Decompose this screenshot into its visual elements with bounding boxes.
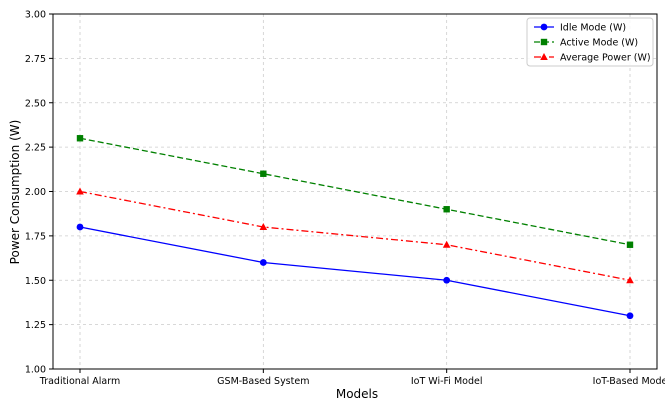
data-point xyxy=(260,170,267,177)
legend: Idle Mode (W) Active Mode (W) Average Powe… xyxy=(526,17,654,67)
data-point xyxy=(626,276,634,284)
series-line xyxy=(79,137,631,246)
data-point xyxy=(259,259,267,266)
y-axis-label: Power Consumption (W) xyxy=(8,120,22,265)
data-point xyxy=(76,187,84,195)
y-tick-label: 2.50 xyxy=(25,98,46,109)
legend-label: Active Mode (W) xyxy=(560,38,638,49)
y-tick-label: 2.00 xyxy=(25,187,46,198)
legend-item: Active Mode (W) xyxy=(534,38,638,49)
legend-label: Average Power (W) xyxy=(560,53,651,64)
series-1 xyxy=(76,135,634,248)
x-tick-label: Traditional Alarm xyxy=(39,376,120,387)
data-point xyxy=(626,312,634,320)
x-tick-label: IoT Wi-Fi Model xyxy=(411,376,483,387)
data-point xyxy=(442,240,451,248)
series-0 xyxy=(76,223,634,320)
plot-frame xyxy=(52,13,658,370)
y-tick-label: 1.50 xyxy=(25,276,46,287)
data-point xyxy=(259,223,268,230)
y-tick-label: 2.25 xyxy=(25,143,46,154)
legend-item: Average Power (W) xyxy=(534,53,651,64)
x-tick-label: GSM-Based System xyxy=(217,376,309,387)
y-tick-label: 3.00 xyxy=(25,10,46,21)
legend-marker xyxy=(540,38,548,46)
series-group xyxy=(76,135,634,320)
series-2 xyxy=(76,187,634,284)
x-tick-label: IoT-Based Mode xyxy=(593,376,665,387)
y-tick-label: 2.75 xyxy=(25,54,46,65)
axes xyxy=(49,13,658,373)
legend-item: Idle Mode (W) xyxy=(534,23,626,34)
data-point xyxy=(76,135,84,142)
y-tick-label: 1.75 xyxy=(25,231,46,242)
series-line xyxy=(79,190,631,281)
y-tick-label: 1.00 xyxy=(25,365,46,376)
x-axis-label: Models xyxy=(336,387,378,401)
y-tick-label: 1.25 xyxy=(25,320,46,331)
series-line xyxy=(79,226,631,317)
data-point xyxy=(626,241,634,248)
legend-marker xyxy=(540,53,548,60)
legend-marker xyxy=(540,23,548,31)
legend-box xyxy=(526,17,654,67)
data-point xyxy=(76,223,84,231)
tick-labels: 1.00 1.25 1.50 1.75 2.00 2.25 2.50 2.75 3.00 Trad… xyxy=(25,10,665,388)
legend-label: Idle Mode (W) xyxy=(560,23,626,34)
data-point xyxy=(443,206,450,213)
data-point xyxy=(443,276,451,284)
